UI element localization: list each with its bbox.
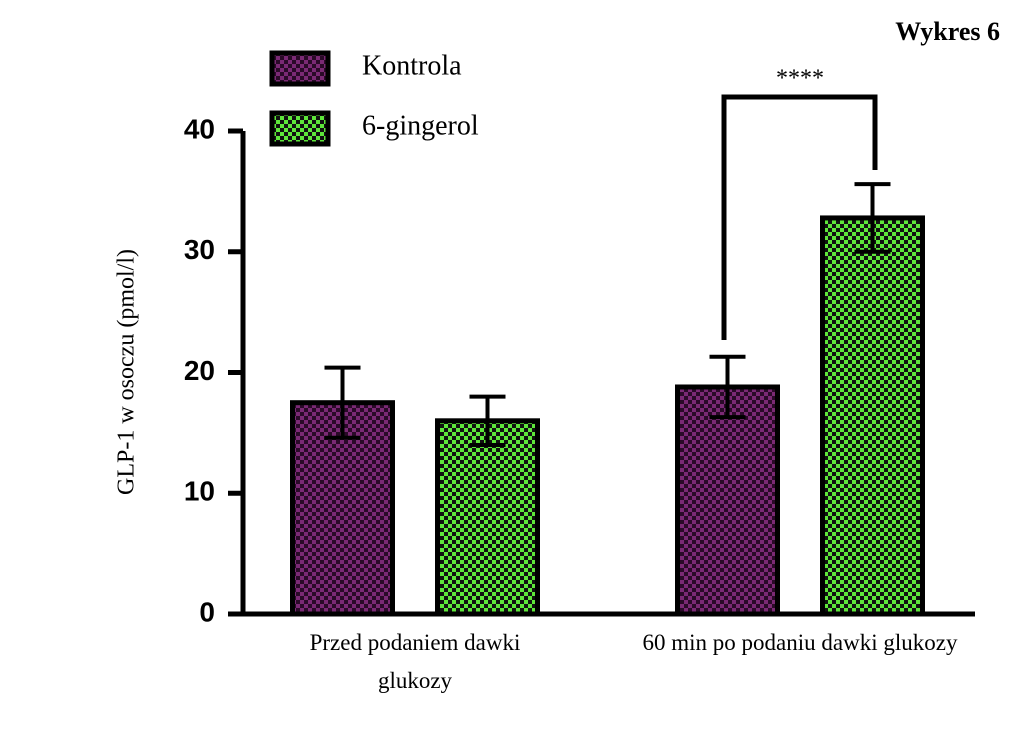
error-bar xyxy=(854,182,891,254)
y-tick-label: 20 xyxy=(184,355,215,386)
error-bar xyxy=(709,354,746,420)
chart-title: Wykres 6 xyxy=(895,17,1000,46)
bar xyxy=(820,215,925,617)
significance-label: **** xyxy=(776,66,824,92)
x-tick-label: 60 min po podaniu dawki glukozy xyxy=(642,630,958,655)
bar xyxy=(290,400,395,617)
error-bar xyxy=(324,365,361,440)
bar xyxy=(675,384,780,617)
y-axis-label: GLP-1 w osoczu (pmol/l) xyxy=(114,249,140,495)
legend-swatch xyxy=(269,110,331,147)
legend-label: Kontrola xyxy=(362,50,462,81)
y-tick-label: 30 xyxy=(184,234,215,265)
x-tick-label: Przed podaniem dawki glukozy xyxy=(309,630,521,693)
error-bar xyxy=(469,394,506,447)
y-tick-label: 40 xyxy=(184,113,215,144)
legend-label: 6-gingerol xyxy=(362,110,479,141)
y-tick-label: 0 xyxy=(199,596,215,627)
y-tick-label: 10 xyxy=(184,476,215,507)
bar xyxy=(435,418,540,617)
significance-bracket xyxy=(721,94,878,340)
legend-swatch xyxy=(269,50,331,87)
